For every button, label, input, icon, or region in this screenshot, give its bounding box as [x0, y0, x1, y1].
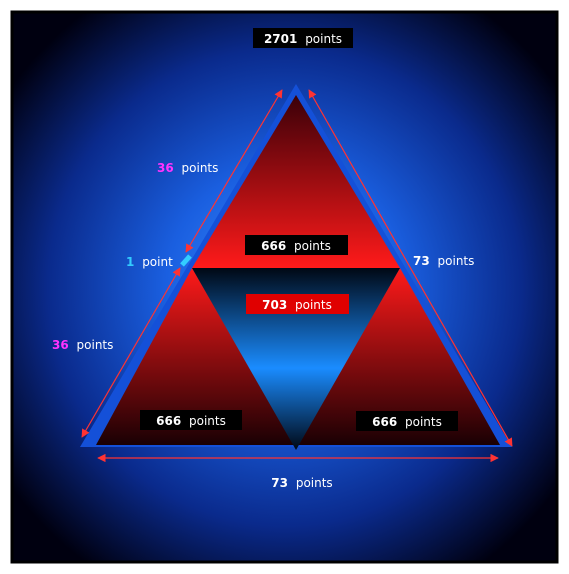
left-lower-unit: points	[77, 338, 114, 352]
label-base: 73 points	[271, 476, 332, 490]
label-left-side-upper: 36 points	[157, 161, 218, 175]
top-triangle-value: 666	[261, 239, 286, 253]
bottom-left-value: 666	[156, 414, 181, 428]
total-value: 2701	[264, 32, 297, 46]
background-edge	[10, 10, 559, 564]
label-total: 2701 points	[253, 28, 353, 48]
top-triangle-unit: points	[294, 239, 331, 253]
gap-value: 1	[126, 255, 134, 269]
left-upper-unit: points	[182, 161, 219, 175]
svg-text:666 points: 666 points	[156, 414, 226, 428]
total-unit: points	[305, 32, 342, 46]
svg-text:666 points: 666 points	[372, 415, 442, 429]
arrow-left-lower	[81, 267, 181, 438]
label-bottom-right-triangle: 666 points	[356, 411, 458, 431]
left-upper-value: 36	[157, 161, 174, 175]
svg-text:2701 points: 2701 points	[264, 32, 342, 46]
label-inverted-triangle: 703 points	[246, 294, 349, 314]
svg-text:666 points: 666 points	[261, 239, 331, 253]
base-value: 73	[271, 476, 288, 490]
label-left-side-lower: 36 points	[52, 338, 113, 352]
arrow-left-upper	[185, 89, 283, 253]
inverted-triangle-unit: points	[295, 298, 332, 312]
label-top-triangle: 666 points	[245, 235, 348, 255]
arrow-right	[308, 89, 513, 447]
inverted-triangle-value: 703	[262, 298, 287, 312]
gap-unit: point	[142, 255, 173, 269]
svg-text:703 points: 703 points	[262, 298, 332, 312]
left-lower-value: 36	[52, 338, 69, 352]
bottom-right-value: 666	[372, 415, 397, 429]
bottom-left-unit: points	[189, 414, 226, 428]
right-side-value: 73	[413, 254, 430, 268]
label-right-side: 73 points	[413, 254, 474, 268]
right-side-unit: points	[438, 254, 475, 268]
label-bottom-left-triangle: 666 points	[140, 410, 242, 430]
label-left-side-gap: 1 point	[126, 255, 173, 269]
base-unit: points	[296, 476, 333, 490]
one-point-marker	[180, 254, 192, 267]
bottom-right-unit: points	[405, 415, 442, 429]
